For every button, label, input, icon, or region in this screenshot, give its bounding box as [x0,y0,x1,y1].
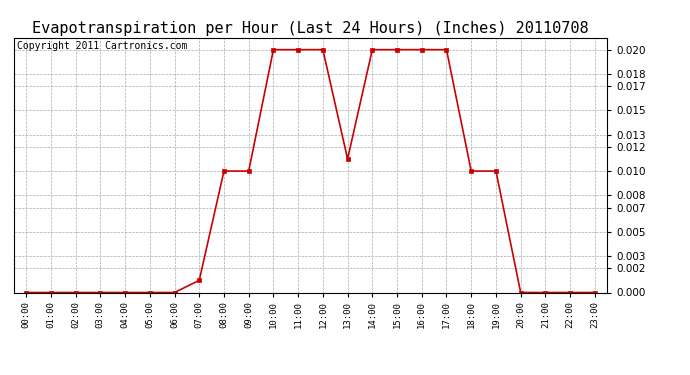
Title: Evapotranspiration per Hour (Last 24 Hours) (Inches) 20110708: Evapotranspiration per Hour (Last 24 Hou… [32,21,589,36]
Text: Copyright 2011 Cartronics.com: Copyright 2011 Cartronics.com [17,41,187,51]
